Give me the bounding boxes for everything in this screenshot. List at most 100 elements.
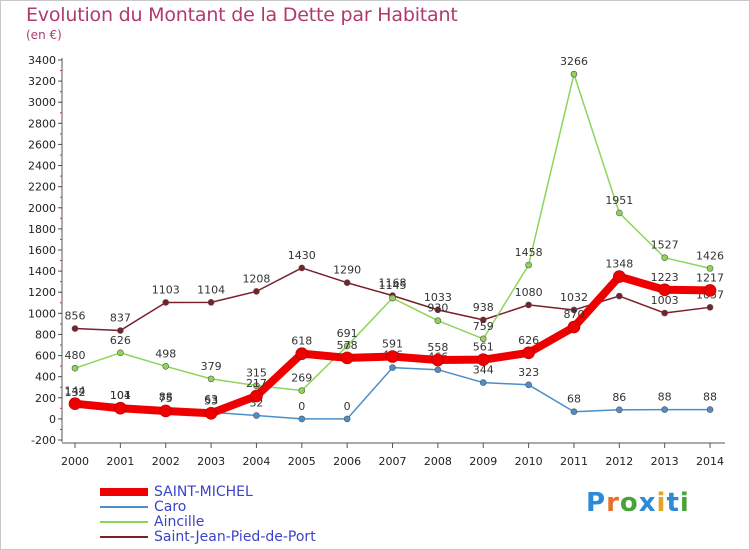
data-point [114, 401, 127, 415]
data-label: 626 [110, 334, 131, 347]
data-label: 1527 [651, 239, 679, 252]
data-point [525, 261, 532, 269]
legend-swatch [100, 536, 148, 538]
data-label: 837 [110, 312, 131, 325]
data-point [298, 415, 306, 423]
data-label: 1290 [333, 264, 361, 277]
data-point [159, 404, 173, 418]
data-label: 1145 [379, 279, 407, 292]
data-label: 856 [65, 310, 86, 323]
data-point [71, 364, 79, 372]
data-label: 759 [473, 320, 494, 333]
data-label: 323 [518, 366, 539, 379]
data-label: 938 [473, 301, 494, 314]
legend-label: Aincille [154, 514, 205, 530]
data-label: 480 [65, 349, 86, 362]
data-label: 558 [427, 341, 448, 354]
proxiti-logo: Proxiti [586, 488, 690, 518]
y-tick-label: 2000 [28, 202, 56, 215]
data-point [479, 379, 487, 386]
y-tick-label: 1400 [28, 265, 56, 278]
data-label: 68 [567, 393, 581, 406]
data-point [431, 353, 445, 367]
y-tick-label: 3400 [28, 54, 56, 67]
data-label: 344 [473, 364, 494, 377]
y-tick-label: 2400 [28, 160, 56, 173]
y-tick-label: 3000 [28, 96, 56, 109]
data-point [207, 375, 215, 383]
data-label: 379 [201, 360, 222, 373]
data-label: 1217 [696, 271, 724, 284]
data-label: 498 [155, 347, 176, 360]
data-label: 1208 [242, 272, 270, 285]
data-label: 217 [246, 377, 267, 390]
data-point [207, 299, 215, 306]
y-tick-label: 1000 [28, 307, 56, 320]
data-point [295, 347, 309, 360]
y-tick-label: 200 [35, 392, 56, 405]
y-tick-label: 800 [35, 328, 56, 341]
x-tick-label: 2005 [288, 455, 316, 468]
data-label: 1104 [197, 283, 225, 296]
x-tick-label: 2000 [61, 455, 89, 468]
data-label: 0 [298, 400, 305, 413]
data-point [525, 381, 532, 389]
data-label: 88 [658, 391, 672, 404]
y-tick-label: 1800 [28, 223, 56, 236]
data-point [522, 346, 535, 360]
data-point [253, 382, 260, 389]
data-point [389, 294, 396, 302]
data-label: 1032 [560, 291, 588, 304]
data-point [117, 327, 124, 334]
data-point [479, 335, 487, 343]
data-label: 3266 [560, 55, 588, 68]
data-point [162, 363, 170, 370]
legend-swatch [100, 506, 148, 508]
data-label: 930 [427, 302, 448, 315]
data-label: 88 [703, 391, 717, 404]
data-point [298, 387, 306, 394]
legend-label: Caro [154, 499, 187, 515]
data-point [706, 265, 714, 272]
data-label: 269 [291, 371, 312, 384]
data-point [68, 397, 82, 410]
data-label: 75 [159, 392, 173, 405]
data-label: 101 [110, 389, 131, 402]
data-point [706, 304, 714, 311]
data-label: 1458 [515, 246, 543, 259]
data-label: 1103 [152, 283, 180, 296]
x-tick-label: 2014 [696, 455, 724, 468]
data-label: 591 [382, 338, 403, 351]
y-tick-label: 3200 [28, 75, 56, 88]
legend-swatch [100, 521, 148, 523]
data-label: 1348 [605, 258, 633, 271]
data-label: 618 [291, 335, 312, 348]
x-tick-label: 2007 [379, 455, 407, 468]
data-point [570, 306, 578, 314]
data-label: 315 [246, 367, 267, 380]
data-label: 1430 [288, 249, 316, 262]
x-tick-label: 2010 [515, 455, 543, 468]
x-tick-label: 2002 [152, 455, 180, 468]
y-tick-label: -200 [31, 434, 56, 447]
data-point [389, 364, 396, 371]
data-point [570, 70, 578, 78]
data-label: 561 [473, 341, 494, 354]
x-tick-label: 2008 [424, 455, 452, 468]
data-point [658, 283, 671, 297]
data-point [661, 309, 668, 317]
data-point [434, 317, 442, 325]
chart-unit: (en €) [26, 28, 62, 42]
x-tick-label: 2003 [197, 455, 225, 468]
data-point [340, 351, 354, 365]
legend-label: SAINT-MICHEL [154, 484, 253, 500]
data-point [434, 306, 442, 314]
data-point [476, 353, 490, 366]
data-point [616, 209, 623, 217]
data-point [525, 301, 532, 309]
data-point [71, 325, 79, 332]
x-tick-label: 2004 [242, 455, 270, 468]
data-label: 53 [204, 394, 218, 407]
data-label: 88 [159, 391, 173, 404]
